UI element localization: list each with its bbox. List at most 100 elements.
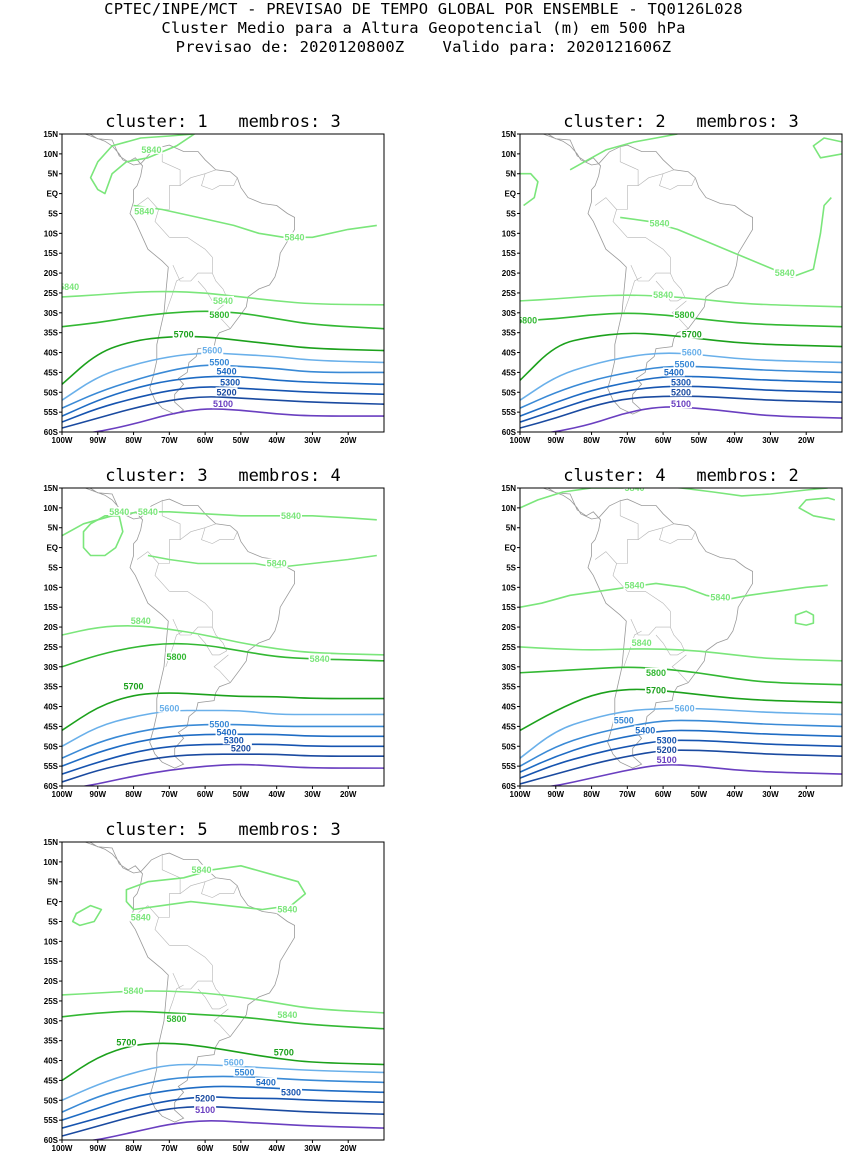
x-tick-label: 20W	[340, 436, 357, 445]
contour-label-bg	[673, 359, 696, 369]
country-border	[169, 237, 213, 282]
y-tick-label: 35S	[44, 329, 59, 338]
contour-5200	[62, 396, 384, 429]
y-tick-label: 10N	[43, 504, 58, 513]
contour-label-bg	[233, 1067, 256, 1077]
y-tick-label: 5S	[48, 917, 58, 926]
x-tick-label: 20W	[340, 790, 357, 799]
country-border	[136, 905, 159, 918]
contour-label-bg	[648, 218, 671, 228]
contour-5600	[62, 352, 384, 401]
contour-label: 5200	[195, 1093, 215, 1103]
contour-5600	[62, 709, 384, 748]
contour-label-bg	[276, 904, 299, 914]
contour-label-bg	[272, 1047, 295, 1057]
cluster-panel-1: cluster: 1 membros: 3 5840 5840 5800 5700 56…	[0, 112, 385, 445]
contour-5840	[62, 990, 384, 1014]
y-tick-label: 5N	[506, 524, 516, 533]
y-tick-label: 60S	[502, 782, 517, 791]
y-tick-label: 45S	[502, 722, 517, 731]
panel-title: cluster: 5 membros: 3	[105, 820, 341, 840]
x-tick-label: 60W	[197, 436, 214, 445]
contour-5500	[62, 723, 384, 759]
contour-label-bg	[265, 558, 288, 568]
y-tick-label: 60S	[44, 1136, 59, 1145]
contour-5300	[62, 1096, 384, 1129]
country-border	[671, 654, 689, 683]
country-border	[619, 145, 639, 186]
y-tick-label: 50S	[44, 388, 59, 397]
contour-5840	[569, 134, 678, 171]
x-tick-label: 90W	[90, 436, 107, 445]
x-tick-label: 30W	[304, 1144, 321, 1153]
y-tick-label: 20S	[44, 269, 59, 278]
contour-5500	[62, 364, 384, 409]
contour-label: 5840	[59, 282, 79, 292]
cluster-panel-5: cluster: 5 membros: 3 5840 5840 5800 5700 57…	[0, 820, 385, 1153]
contour-5200	[520, 395, 842, 429]
contour-label-bg	[709, 592, 732, 602]
y-tick-label: 50S	[502, 742, 517, 751]
contour-label-bg	[215, 387, 238, 397]
contour-label: 5700	[274, 1048, 294, 1058]
y-tick-label: 10S	[502, 583, 517, 592]
contour-label-bg	[283, 232, 306, 242]
contour-5840	[812, 137, 842, 159]
contour-label: 5840	[710, 592, 730, 602]
contour-5100	[89, 1119, 384, 1140]
contour-label-bg	[644, 667, 667, 677]
contour-label-bg	[655, 735, 678, 745]
contour-label-bg	[630, 637, 653, 647]
contour-label: 5200	[231, 743, 251, 753]
contour-label-bg	[158, 703, 181, 713]
contour-label: 5600	[202, 346, 222, 356]
y-tick-label: 15S	[44, 603, 59, 612]
contour-label: 5100	[195, 1105, 215, 1115]
contour-5700	[62, 1042, 384, 1082]
y-tick-label: 40S	[502, 349, 517, 358]
contour-5840	[62, 624, 384, 656]
contour-label: 5840	[138, 507, 158, 517]
contour-label-bg	[680, 329, 703, 339]
y-tick-label: 5N	[48, 170, 58, 179]
contour-label-bg	[222, 735, 245, 745]
contour-label-bg	[215, 727, 238, 737]
y-tick-label: 15S	[502, 603, 517, 612]
contour-label: 5840	[281, 511, 301, 521]
x-tick-label: 40W	[726, 436, 743, 445]
contour-label: 5700	[124, 682, 144, 692]
contour-label: 5840	[310, 654, 330, 664]
contour-label: 5800	[166, 652, 186, 662]
contour-5200	[62, 753, 384, 783]
contour-label: 5840	[124, 986, 144, 996]
contour-label-bg	[623, 580, 646, 590]
y-tick-label: 40S	[44, 703, 59, 712]
contour-label: 5840	[109, 507, 129, 517]
contour-label: 5300	[281, 1087, 301, 1097]
contour-label: 5300	[224, 735, 244, 745]
contour-5840	[147, 554, 377, 569]
y-tick-label: 30S	[44, 1017, 59, 1026]
contour-5840	[125, 865, 307, 911]
y-tick-label: 15S	[44, 957, 59, 966]
y-tick-label: 55S	[44, 1116, 59, 1125]
y-tick-label: 20S	[44, 623, 59, 632]
contour-5800	[62, 1010, 384, 1030]
contour-5840	[62, 511, 377, 537]
y-tick-label: 15N	[501, 130, 516, 139]
contour-label: 5200	[671, 387, 691, 397]
y-tick-label: 35S	[44, 683, 59, 692]
contour-label: 5840	[632, 638, 652, 648]
country-border	[627, 591, 671, 636]
contour-5840	[520, 646, 842, 662]
map-frame	[519, 133, 843, 433]
y-tick-label: 25S	[502, 289, 517, 298]
contour-label-bg	[279, 510, 302, 520]
country-border	[623, 276, 642, 313]
contour-label-bg	[194, 1093, 217, 1103]
contour-label-bg	[219, 377, 242, 387]
y-tick-label: 60S	[44, 782, 59, 791]
y-tick-label: EQ	[46, 190, 58, 199]
contour-5100	[81, 763, 384, 786]
